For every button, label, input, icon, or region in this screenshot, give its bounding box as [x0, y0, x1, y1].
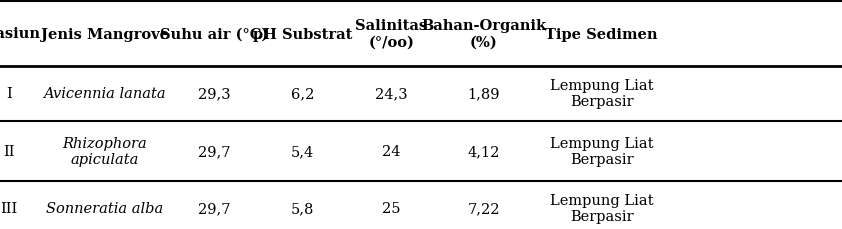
Text: 5,8: 5,8: [291, 202, 314, 215]
Text: 24: 24: [382, 144, 400, 158]
Text: 4,12: 4,12: [467, 144, 500, 158]
Text: 25: 25: [382, 202, 400, 215]
Text: Bahan-Organik
(%): Bahan-Organik (%): [421, 19, 546, 49]
Text: Avicennia lanata: Avicennia lanata: [44, 87, 166, 101]
Text: Tipe Sedimen: Tipe Sedimen: [546, 27, 658, 41]
Text: Salinitas
(°/oo): Salinitas (°/oo): [355, 19, 427, 49]
Text: Suhu air (°C): Suhu air (°C): [160, 27, 269, 41]
Text: pH Substrat: pH Substrat: [253, 27, 353, 41]
Text: 29,7: 29,7: [198, 202, 231, 215]
Text: Lempung Liat
Berpasir: Lempung Liat Berpasir: [550, 136, 653, 166]
Text: 24,3: 24,3: [375, 87, 408, 101]
Text: II: II: [3, 144, 15, 158]
Text: 1,89: 1,89: [467, 87, 500, 101]
Text: Sonneratia alba: Sonneratia alba: [46, 202, 163, 215]
Text: Lempung Liat
Berpasir: Lempung Liat Berpasir: [550, 193, 653, 224]
Text: Stasiun: Stasiun: [0, 27, 40, 41]
Text: 7,22: 7,22: [467, 202, 500, 215]
Text: Jenis Mangrove: Jenis Mangrove: [40, 27, 169, 41]
Text: I: I: [7, 87, 12, 101]
Text: 29,3: 29,3: [198, 87, 231, 101]
Text: 5,4: 5,4: [291, 144, 314, 158]
Text: III: III: [1, 202, 18, 215]
Text: Lempung Liat
Berpasir: Lempung Liat Berpasir: [550, 79, 653, 109]
Text: 29,7: 29,7: [198, 144, 231, 158]
Text: Rhizophora
apiculata: Rhizophora apiculata: [62, 136, 147, 166]
Text: 6,2: 6,2: [291, 87, 314, 101]
